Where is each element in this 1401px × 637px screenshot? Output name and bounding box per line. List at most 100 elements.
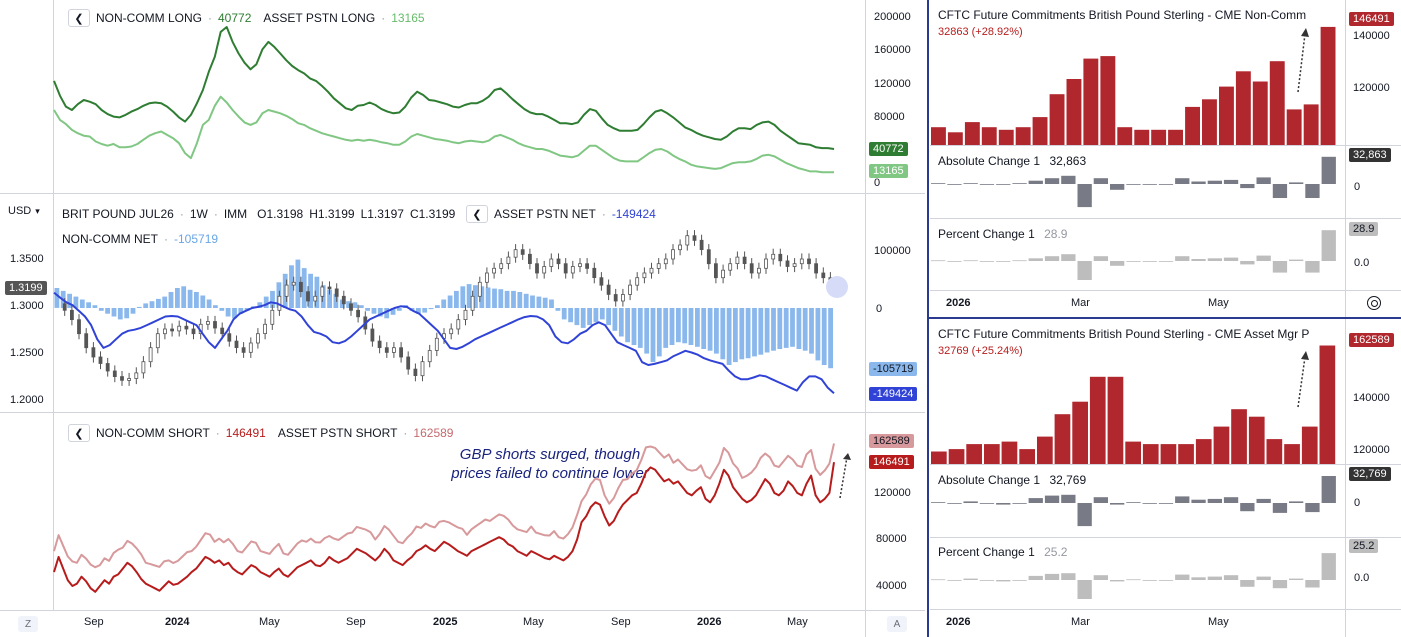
net-bar [802,308,808,351]
currency-button[interactable]: USD ▾ [2,200,50,222]
net-bar [295,259,301,308]
auto-scale-button[interactable]: A [887,616,907,632]
asset-mgr-panel[interactable]: CFTC Future Commitments British Pound St… [930,319,1401,637]
candle-body [449,328,454,335]
asset-pstn-long-line [53,95,834,174]
chevron-left-icon: ❮ [472,208,482,221]
candle-body [141,361,146,374]
position-bar [1066,79,1082,145]
net-bar [301,268,307,308]
pct-change-bar [1256,576,1271,580]
net-bar [358,305,364,308]
legend-value: 146491 [225,426,266,440]
candle-body [263,323,268,335]
position-bar [1083,58,1099,145]
alert-dot-icon[interactable] [826,276,848,298]
net-bar [536,296,542,308]
left-chart[interactable]: ❮ NON-COMM LONG · 40772 ASSET PSTN LONG … [0,0,925,637]
candle-body [313,295,318,302]
candle-body [291,281,296,286]
pct-value: 25.2 [1044,545,1068,559]
position-bar [1015,127,1031,145]
candle-body [356,309,361,318]
legend-value: -105719 [174,232,219,246]
annotation-line: GBP shorts surged, though [459,446,641,463]
indicator-label: Absolute Change 1 32,769 [938,473,1086,487]
net-bar [447,295,453,308]
candle-body [112,370,117,377]
y-tick: 80000 [874,111,905,123]
candle-body [814,263,818,274]
position-bar [1089,376,1106,464]
pct-period: 1 [1028,545,1035,559]
net-bar [733,308,738,363]
candle-body [463,309,468,321]
candle-body [649,267,654,274]
net-bar [663,308,669,348]
net-bar [752,308,757,357]
net-bar [79,299,85,308]
net-bar [314,276,320,308]
candle-body [692,235,697,241]
pct-change-bar [1077,261,1092,280]
pct-change-bar [931,260,946,262]
panel-title: CFTC Future Commitments British Pound St… [938,8,1307,22]
position-bar [1134,129,1150,145]
price-and-net-plot [53,230,835,394]
net-bar [111,308,117,317]
net-bar [764,308,770,353]
pct-change-bar [1044,256,1060,261]
candle-body [255,333,260,344]
candle-body [177,325,182,332]
position-bar [1107,376,1124,464]
position-bar [1185,106,1200,145]
candle-body [628,284,632,295]
abs-change-bar [931,183,946,184]
y-tick: 0 [1354,497,1361,509]
net-bar [695,308,700,347]
change-text: 32863 (+28.92%) [938,26,1023,38]
legend-value: -149424 [611,207,656,221]
noncomm-panel[interactable]: CFTC Future Commitments British Pound St… [930,0,1401,318]
pct-label: Percent Change [938,545,1025,559]
candle-body [499,263,504,269]
net-bar [346,301,351,308]
net-bar [479,286,485,308]
net-bar [308,273,313,308]
collapse-legend-button[interactable]: ❮ [466,205,488,223]
asset-net-legend: ❮ ASSET PSTN NET · -149424 [466,205,656,223]
net-bar [530,295,535,308]
position-bar [1142,444,1159,464]
abs-change-bar [1175,496,1190,503]
abs-change-bar [1044,495,1060,503]
position-bar [1151,129,1167,145]
position-bar [964,122,980,145]
candle-body [613,294,618,302]
symbol-name[interactable]: BRIT POUND JUL26 [62,207,174,221]
pct-change-bar [1126,261,1141,262]
collapse-legend-button[interactable]: ❮ [68,424,90,442]
position-bar [1235,71,1251,145]
chevron-left-icon: ❮ [74,427,84,440]
interval: 1W [189,207,208,221]
net-bar [149,301,155,308]
axis-border [1345,319,1346,637]
net-bar [599,308,605,320]
chart-annotation[interactable]: GBP shorts surged, though prices failed … [440,445,660,483]
candle-body [270,309,275,325]
net-bar [428,308,434,310]
annotation-arrow-head [843,453,851,460]
collapse-legend-button[interactable]: ❮ [68,9,90,27]
ohlc-label: L [360,207,368,221]
pane-divider [930,609,1401,610]
settings-icon[interactable] [1367,296,1381,310]
net-bar [707,308,713,351]
timezone-button[interactable]: Z [18,616,38,632]
y-tick: 0 [876,303,883,315]
chevron-left-icon: ❮ [74,12,84,25]
candle-body [163,328,167,335]
net-bar [771,308,776,351]
net-bar [187,289,193,308]
candle-body [606,284,611,295]
position-bar [1168,129,1183,145]
